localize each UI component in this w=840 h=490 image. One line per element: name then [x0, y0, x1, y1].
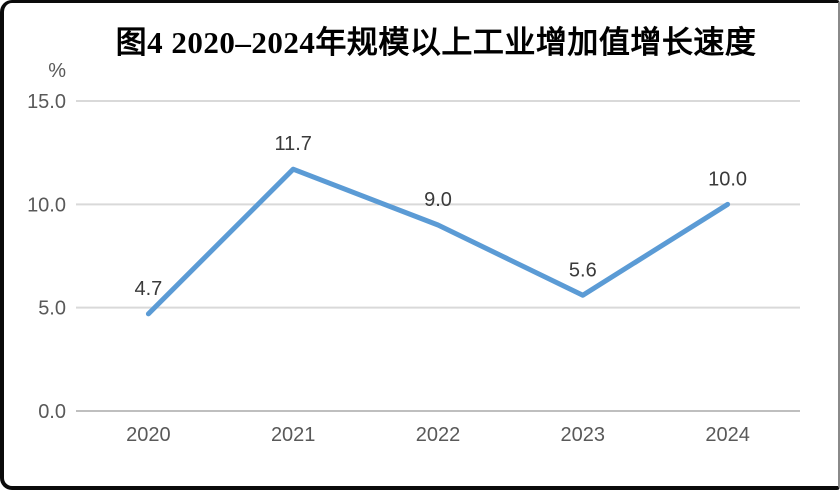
chart-title: 图4 2020–2024年规模以上工业增加值增长速度 — [115, 25, 757, 60]
data-label: 4.7 — [134, 278, 162, 300]
x-tick-label: 2020 — [126, 424, 171, 446]
y-tick-label: 15.0 — [27, 91, 66, 113]
x-tick-label: 2023 — [561, 424, 606, 446]
data-label: 5.6 — [569, 259, 597, 281]
x-tick-label: 2022 — [416, 424, 461, 446]
data-series-line — [145, 166, 731, 317]
y-tick-label: 0.0 — [38, 401, 66, 423]
data-label: 10.0 — [708, 168, 747, 190]
data-label: 9.0 — [424, 189, 452, 211]
y-axis-unit-label: % — [48, 60, 66, 82]
y-tick-label: 10.0 — [27, 194, 66, 216]
data-label: 11.7 — [274, 133, 311, 155]
line-chart: 4.7 11.7 9.0 5.6 10.0 0.0 5.0 10.0 15.0% 2020 2021… — [27, 60, 800, 446]
y-tick-label: 5.0 — [38, 298, 66, 320]
x-tick-label: 2024 — [705, 424, 750, 446]
x-tick-label: 2021 — [271, 424, 316, 446]
